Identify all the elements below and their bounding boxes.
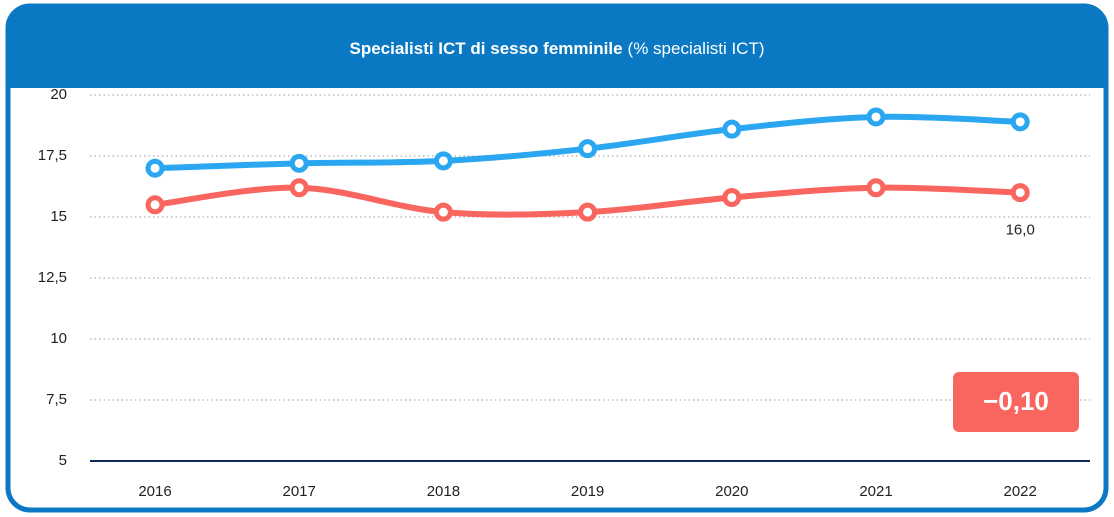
x-tick-label: 2019 (571, 483, 604, 500)
data-point (289, 153, 309, 173)
annotation-box (953, 372, 1079, 432)
y-tick-label: 7,5 (46, 391, 67, 408)
data-point (866, 178, 886, 198)
data-point (1010, 112, 1030, 132)
chart-title: Specialisti ICT di sesso femminile (349, 39, 622, 58)
y-tick-label: 17,5 (38, 147, 67, 164)
data-point (866, 107, 886, 127)
y-tick-label: 5 (59, 452, 67, 469)
data-label: 16,0 (1006, 222, 1035, 239)
data-point (578, 202, 598, 222)
data-point (145, 158, 165, 178)
data-point (433, 151, 453, 171)
x-tick-label: 2022 (1004, 483, 1037, 500)
chart-title-group: Specialisti ICT di sesso femminile (% spe… (349, 39, 764, 58)
data-point (722, 119, 742, 139)
chart-subtitle: (% specialisti ICT) (628, 39, 765, 58)
y-tick-label: 12,5 (38, 269, 67, 286)
x-tick-label: 2018 (427, 483, 460, 500)
header (8, 6, 1106, 88)
y-tick-label: 20 (50, 86, 67, 103)
y-tick-label: 15 (50, 208, 67, 225)
data-point (433, 202, 453, 222)
data-point (289, 178, 309, 198)
data-point (578, 139, 598, 159)
data-point (145, 195, 165, 215)
data-point (722, 187, 742, 207)
x-tick-label: 2020 (715, 483, 748, 500)
y-tick-label: 10 (50, 330, 67, 347)
annotation: −0,10 (983, 386, 1049, 416)
x-tick-label: 2017 (283, 483, 316, 500)
x-tick-label: 2021 (859, 483, 892, 500)
data-point (1010, 183, 1030, 203)
x-tick-label: 2016 (138, 483, 171, 500)
